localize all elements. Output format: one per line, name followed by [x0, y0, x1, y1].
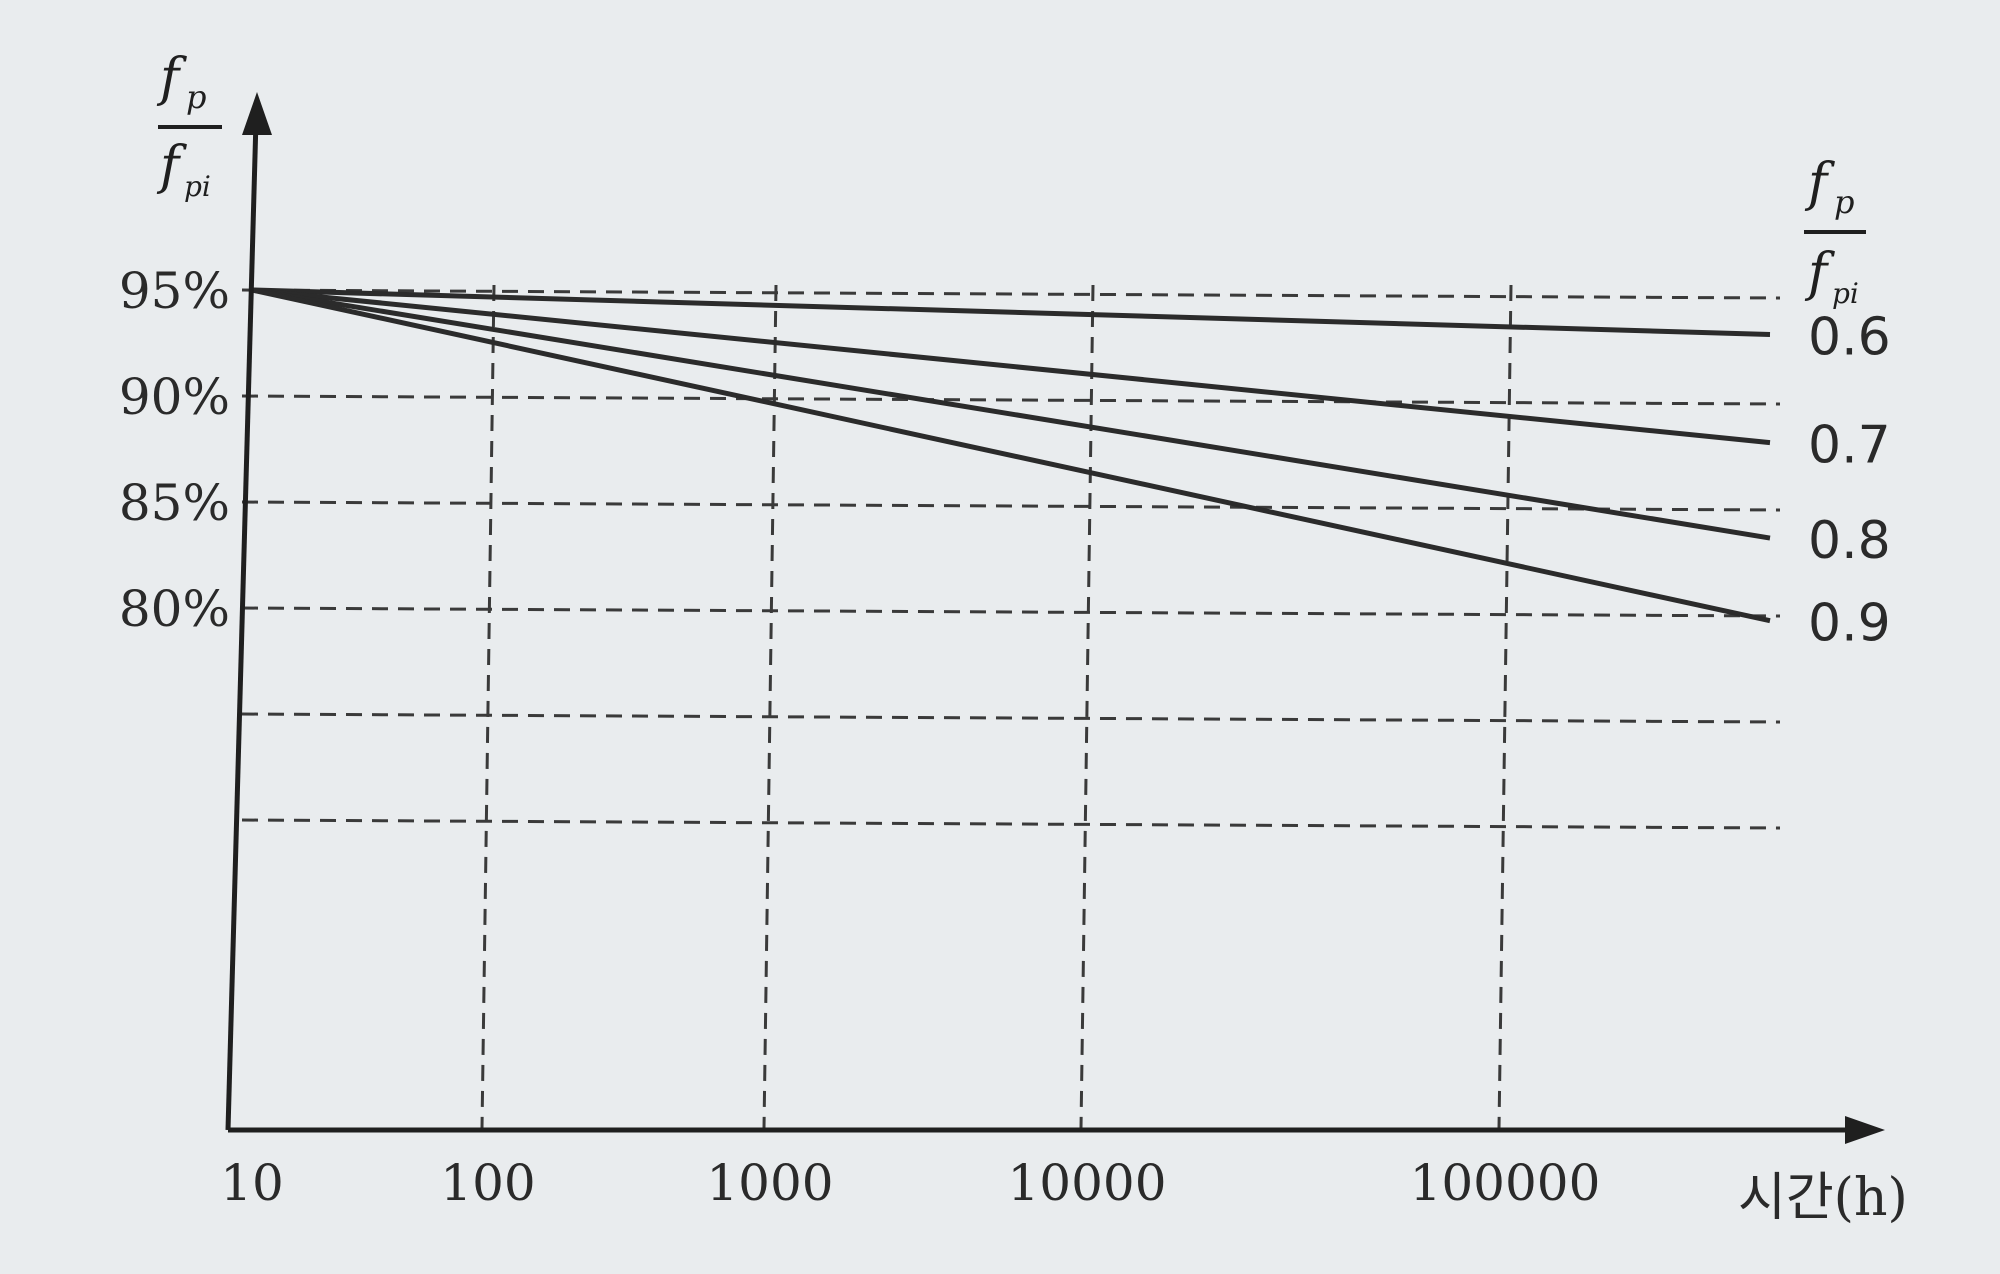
grid-line-h	[241, 394, 1781, 406]
y-tick-label: 80%	[119, 580, 230, 638]
series-line-0.8	[251, 287, 1771, 541]
series-lines	[251, 287, 1771, 624]
series-label-0.9: 0.9	[1808, 594, 1891, 654]
legend-denominator: f	[1804, 243, 1835, 303]
grid-line-v	[762, 284, 778, 1129]
grid-line-v	[480, 284, 496, 1129]
series-label-0.6: 0.6	[1808, 308, 1891, 368]
series-line-0.9	[251, 287, 1771, 624]
legend-header: f p f pi	[1804, 153, 1866, 310]
legend-denominator-sub: pi	[1832, 277, 1859, 310]
series-line-0.6	[251, 287, 1771, 338]
series-label-0.7: 0.7	[1808, 416, 1891, 476]
grid-line-h	[241, 288, 1781, 300]
y-label-denominator: f	[156, 136, 187, 196]
y-label-numerator: f	[156, 48, 187, 108]
grid-line-v	[1497, 284, 1513, 1129]
x-tick-label: 100	[440, 1154, 535, 1212]
grid-line-h	[241, 606, 1781, 618]
y-axis	[225, 119, 259, 1131]
x-axis-label: 시간(h)	[1738, 1168, 1908, 1228]
grid-line-h	[241, 818, 1781, 830]
y-axis-arrow	[242, 92, 272, 135]
axes	[225, 92, 1885, 1144]
y-tick-label: 90%	[119, 368, 230, 426]
grid	[241, 284, 1781, 1129]
y-axis-label: f p f pi	[156, 48, 222, 203]
grid-line-h	[241, 712, 1781, 724]
x-tick-label: 1000	[706, 1154, 833, 1212]
series-label-0.8: 0.8	[1808, 511, 1891, 571]
legend-numerator: f	[1804, 153, 1835, 213]
series-labels: 0.6 0.7 0.8 0.9	[1808, 308, 1891, 654]
x-tick-label: 100000	[1410, 1154, 1601, 1212]
y-label-denominator-sub: pi	[184, 170, 211, 203]
tick-labels: 95% 90% 85% 80% 10 100 1000 10000 100000	[119, 262, 1601, 1212]
y-tick-label: 85%	[119, 474, 230, 532]
y-tick-label: 95%	[119, 262, 230, 320]
grid-line-v	[1079, 284, 1095, 1129]
series-line-0.7	[251, 287, 1771, 446]
grid-line-h	[241, 500, 1781, 512]
legend-numerator-sub: p	[1834, 183, 1854, 221]
x-axis-arrow	[1845, 1116, 1885, 1144]
y-label-numerator-sub: p	[186, 78, 206, 116]
x-tick-label: 10000	[1007, 1154, 1166, 1212]
x-tick-label: 10	[220, 1154, 284, 1212]
